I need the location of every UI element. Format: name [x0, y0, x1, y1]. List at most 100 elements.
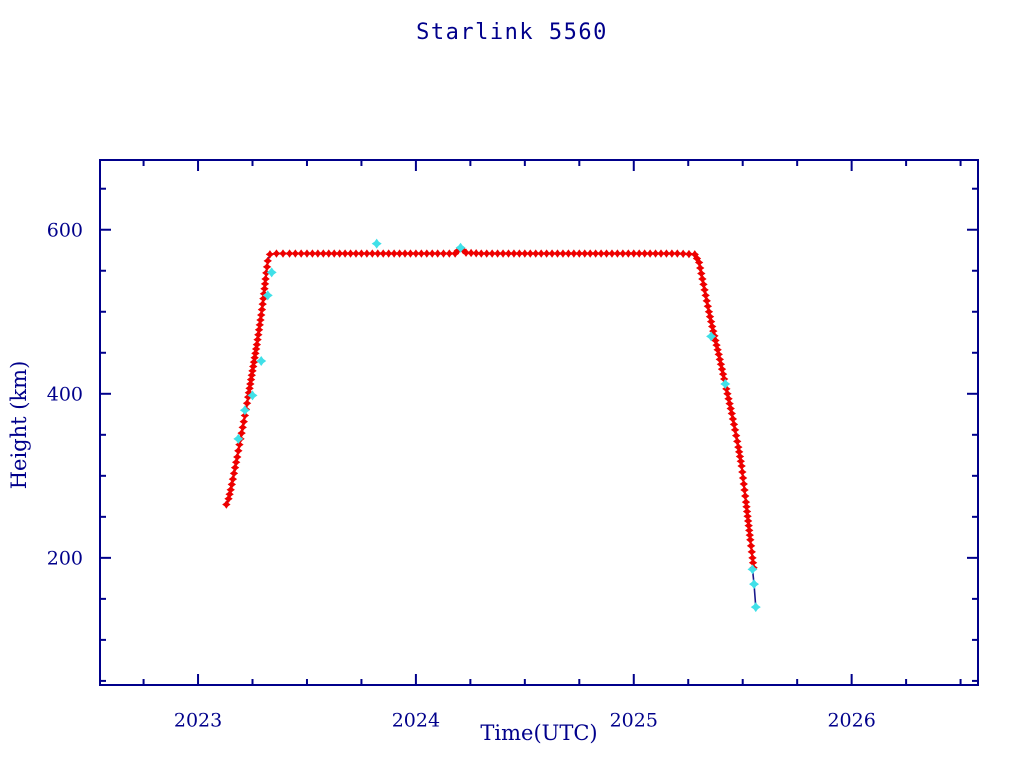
data-point-red — [259, 289, 269, 298]
data-point-red — [743, 512, 752, 521]
data-point-red — [240, 411, 250, 420]
data-point-red — [705, 312, 715, 321]
data-point-red — [553, 249, 562, 258]
y-tick-label: 600 — [47, 219, 83, 241]
data-point-red — [237, 428, 246, 438]
data-point-red — [482, 249, 491, 258]
data-point-red — [640, 249, 649, 258]
data-point-red — [746, 535, 755, 545]
data-point-red — [744, 521, 753, 530]
data-point-red — [558, 249, 568, 258]
data-point-red — [684, 249, 694, 259]
data-point-red — [536, 249, 546, 258]
data-point-red — [253, 335, 262, 344]
data-point-red — [351, 249, 361, 258]
data-point-red — [249, 357, 259, 367]
data-point-red — [445, 249, 454, 258]
data-point-red — [607, 249, 617, 258]
data-point-red — [233, 452, 242, 462]
data-point-red — [564, 249, 573, 258]
data-point-red — [428, 249, 437, 258]
x-axis-tick-labels: 2023 2024 2025 2026 — [174, 709, 876, 731]
x-tick-label: 2023 — [174, 709, 222, 731]
data-point-red — [547, 249, 557, 258]
y-axis-minor-ticks — [100, 187, 978, 682]
data-point-red — [635, 249, 644, 258]
data-point-red — [703, 302, 713, 311]
data-point-red — [678, 249, 688, 258]
data-point-red — [734, 442, 743, 452]
y-tick-label: 200 — [47, 548, 83, 570]
data-point-red — [708, 322, 717, 331]
data-point-red — [730, 425, 740, 435]
data-point-red — [461, 248, 471, 257]
data-point-red — [722, 384, 731, 394]
data-point-red — [242, 399, 252, 408]
x-tick-label: 2026 — [827, 709, 875, 731]
data-point-red — [741, 491, 750, 501]
data-point-red — [733, 437, 742, 446]
data-point-red — [222, 500, 231, 509]
data-point-red — [738, 473, 748, 483]
y-axis-tick-labels: 200 400 600 — [47, 219, 83, 569]
data-point-red — [254, 330, 263, 339]
data-point-red — [618, 249, 628, 258]
data-point-red — [702, 296, 711, 306]
data-point-red — [742, 502, 751, 511]
data-point-red — [742, 507, 752, 516]
data-point-red — [260, 284, 269, 293]
data-point-red — [471, 249, 481, 258]
data-point-red — [711, 336, 720, 345]
data-point-red — [251, 349, 260, 358]
data-point-red — [651, 249, 660, 258]
data-point-red — [745, 530, 754, 540]
data-point-red — [346, 249, 355, 258]
data-point-red — [255, 320, 264, 330]
data-point-red — [690, 250, 699, 259]
data-point-red — [260, 279, 270, 289]
data-point-red — [433, 249, 442, 258]
data-point-red — [692, 254, 702, 263]
data-point-cyan — [706, 331, 717, 342]
data-point-red — [224, 494, 233, 503]
data-point-red — [235, 440, 244, 449]
data-point-red — [745, 526, 754, 535]
data-point-red — [526, 249, 535, 258]
data-point-red — [731, 431, 741, 440]
data-point-red — [400, 249, 410, 258]
data-point-cyan — [247, 390, 258, 401]
data-point-cyan — [233, 433, 244, 444]
chart-title: Starlink 5560 — [416, 20, 608, 45]
data-point-red — [727, 409, 737, 418]
data-point-red — [384, 249, 393, 258]
data-point-red — [340, 249, 350, 258]
series-observed-cyan — [233, 238, 761, 613]
data-point-red — [645, 249, 655, 258]
data-point-red — [714, 350, 723, 359]
data-point-red — [723, 389, 732, 398]
data-point-red — [575, 249, 584, 258]
data-point-red — [254, 325, 264, 335]
data-point-red — [251, 344, 261, 354]
data-point-red — [748, 558, 758, 567]
data-point-red — [227, 480, 237, 489]
data-point-cyan — [239, 405, 250, 416]
data-point-red — [259, 294, 268, 303]
y-axis-major-ticks — [100, 228, 978, 559]
data-point-red — [335, 249, 344, 258]
data-point-red — [694, 258, 704, 267]
x-axis-label: Time(UTC) — [480, 721, 597, 745]
data-point-red — [373, 249, 382, 258]
data-point-red — [417, 249, 426, 258]
data-point-red — [453, 246, 463, 255]
data-point-red — [743, 516, 753, 526]
data-point-red — [602, 249, 611, 258]
data-point-red — [262, 268, 271, 278]
data-point-red — [261, 274, 270, 284]
data-point-red — [319, 249, 328, 258]
data-series-layer — [222, 238, 761, 613]
data-point-red — [747, 547, 756, 557]
data-point-red — [439, 249, 448, 258]
data-point-red — [729, 420, 739, 429]
